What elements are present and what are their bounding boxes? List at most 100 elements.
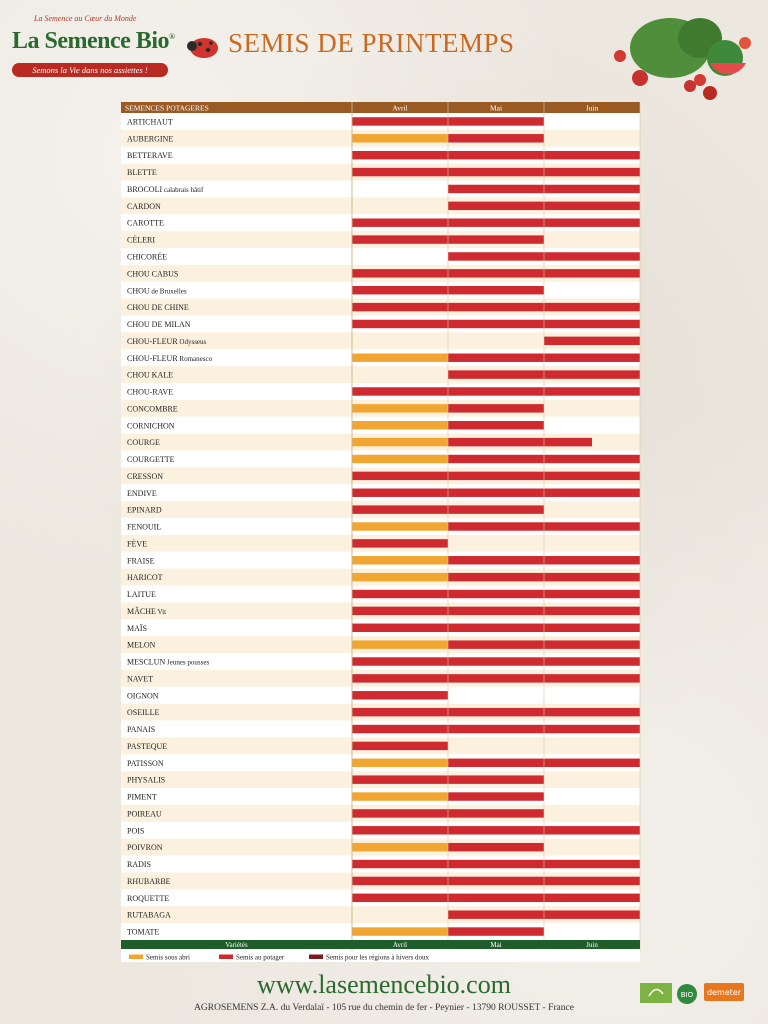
row-label: FRAISE <box>127 556 155 565</box>
bar-potager <box>352 387 640 396</box>
legend-swatch <box>219 954 233 959</box>
row-label: CHOU KALE <box>127 371 173 380</box>
bar-potager <box>448 842 544 852</box>
row-label: CHOU DE MILAN <box>127 320 191 329</box>
row-label: AUBERGINE <box>127 134 173 143</box>
row-label: MESCLUN Jeunes pousses <box>127 658 209 667</box>
row-label: MAÏS <box>127 624 147 633</box>
table-row <box>121 332 640 350</box>
bar-potager <box>352 691 448 700</box>
row-label: PATISSON <box>127 759 164 768</box>
row-label: ROQUETTE <box>127 894 169 903</box>
demeter-label: demeter <box>707 988 742 997</box>
bar-potager <box>352 302 640 312</box>
legend-label: Semis au potager <box>236 954 285 962</box>
bar-potager <box>448 927 544 936</box>
bar-potager <box>352 589 640 599</box>
bar-potager <box>352 269 640 278</box>
bar-abri <box>352 927 448 936</box>
bar-potager <box>352 488 640 497</box>
row-label: CHICORÉE <box>127 251 167 261</box>
legend-label: Semis sous abri <box>146 954 190 962</box>
row-label: CHOU de Bruxelles <box>127 286 187 295</box>
chart-footer-bar <box>121 940 640 949</box>
row-label: RUTABAGA <box>127 911 171 920</box>
header-label: SEMENCES POTAGERES <box>125 104 209 113</box>
month-footer-label: Juin <box>586 941 598 949</box>
bar-abri <box>352 758 448 768</box>
row-label: FENOUIL <box>127 523 161 532</box>
row-label: TOMATE <box>127 928 159 937</box>
page-title: SEMIS DE PRINTEMPS <box>228 28 515 58</box>
legend-box <box>121 951 640 962</box>
brand-slogan: Semons la Vie dans nos assiettes ! <box>12 63 168 77</box>
bar-potager <box>352 606 640 616</box>
bar-potager <box>352 657 640 666</box>
row-label: NAVET <box>127 674 153 683</box>
bar-potager <box>544 336 640 346</box>
brand-tagline: La Semence au Cœur du Monde <box>34 14 137 23</box>
row-label: CHOU-FLEUR Romanesco <box>127 354 213 363</box>
row-label: FÈVE <box>127 538 147 548</box>
row-label: BETTERAVE <box>127 151 173 160</box>
row-label: MELON <box>127 641 156 650</box>
row-label: CHOU-RAVE <box>127 388 173 397</box>
bio-label: BIO <box>681 991 694 999</box>
row-label: PANAIS <box>127 725 155 734</box>
month-header-label: Avril <box>392 104 407 113</box>
row-label: HARICOT <box>127 573 163 582</box>
bar-potager <box>352 319 640 329</box>
eu-organic-logo-icon <box>640 983 672 1003</box>
brand-name: La Semence Bio® <box>12 28 175 54</box>
bar-abri <box>352 640 448 649</box>
row-label: ARTICHAUT <box>127 117 173 126</box>
bar-abri <box>352 454 448 464</box>
company-address: AGROSEMENS Z.A. du Verdalaï - 105 rue du… <box>194 1003 574 1013</box>
bar-abri <box>352 522 448 531</box>
bar-potager <box>352 674 640 683</box>
footer-label: Variétés <box>225 941 248 949</box>
bar-abri <box>352 353 448 362</box>
bar-potager <box>352 471 640 481</box>
bar-potager <box>352 167 640 177</box>
bar-potager <box>352 876 640 886</box>
website-link[interactable]: www.lasemencebio.com <box>257 970 511 999</box>
row-label: ENDIVE <box>127 489 157 498</box>
row-label: CARDON <box>127 202 161 211</box>
row-label: CAROTTE <box>127 219 164 228</box>
row-label: MÂCHE Vit <box>127 606 166 616</box>
row-label: RHUBARBE <box>127 877 171 886</box>
bar-abri <box>352 134 448 143</box>
bar-potager <box>352 893 640 903</box>
bar-abri <box>352 842 448 852</box>
row-label: POIVRON <box>127 843 163 852</box>
bar-potager <box>352 707 640 717</box>
bar-potager <box>352 623 640 632</box>
month-footer-label: Avril <box>393 941 407 949</box>
row-label: CHOU CABUS <box>127 269 178 278</box>
ab-bio-logo-icon: BIO <box>677 984 697 1004</box>
bar-potager <box>352 741 448 751</box>
bar-potager <box>448 134 544 143</box>
row-label: LAITUE <box>127 590 156 599</box>
row-label: EPINARD <box>127 506 162 515</box>
bar-abri <box>352 404 448 413</box>
demeter-logo-icon: demeter <box>704 983 744 1001</box>
bar-potager <box>448 421 544 430</box>
legend-label: Semis pour les régions à hivers doux <box>326 954 430 962</box>
row-label: PASTEQUE <box>127 742 167 751</box>
bar-potager <box>352 724 640 734</box>
month-header-label: Juin <box>586 104 599 113</box>
month-header-label: Mai <box>490 104 502 113</box>
bar-potager <box>352 150 640 160</box>
bar-potager <box>448 792 544 801</box>
bar-potager <box>352 826 640 835</box>
month-footer-label: Mai <box>490 941 501 949</box>
bar-potager <box>352 218 640 227</box>
bar-potager <box>448 437 592 447</box>
chart-header-bar <box>121 102 640 113</box>
row-label: PIMENT <box>127 793 157 802</box>
row-label: CONCOMBRE <box>127 404 178 413</box>
bar-potager <box>352 539 448 548</box>
row-label: COURGETTE <box>127 455 175 464</box>
